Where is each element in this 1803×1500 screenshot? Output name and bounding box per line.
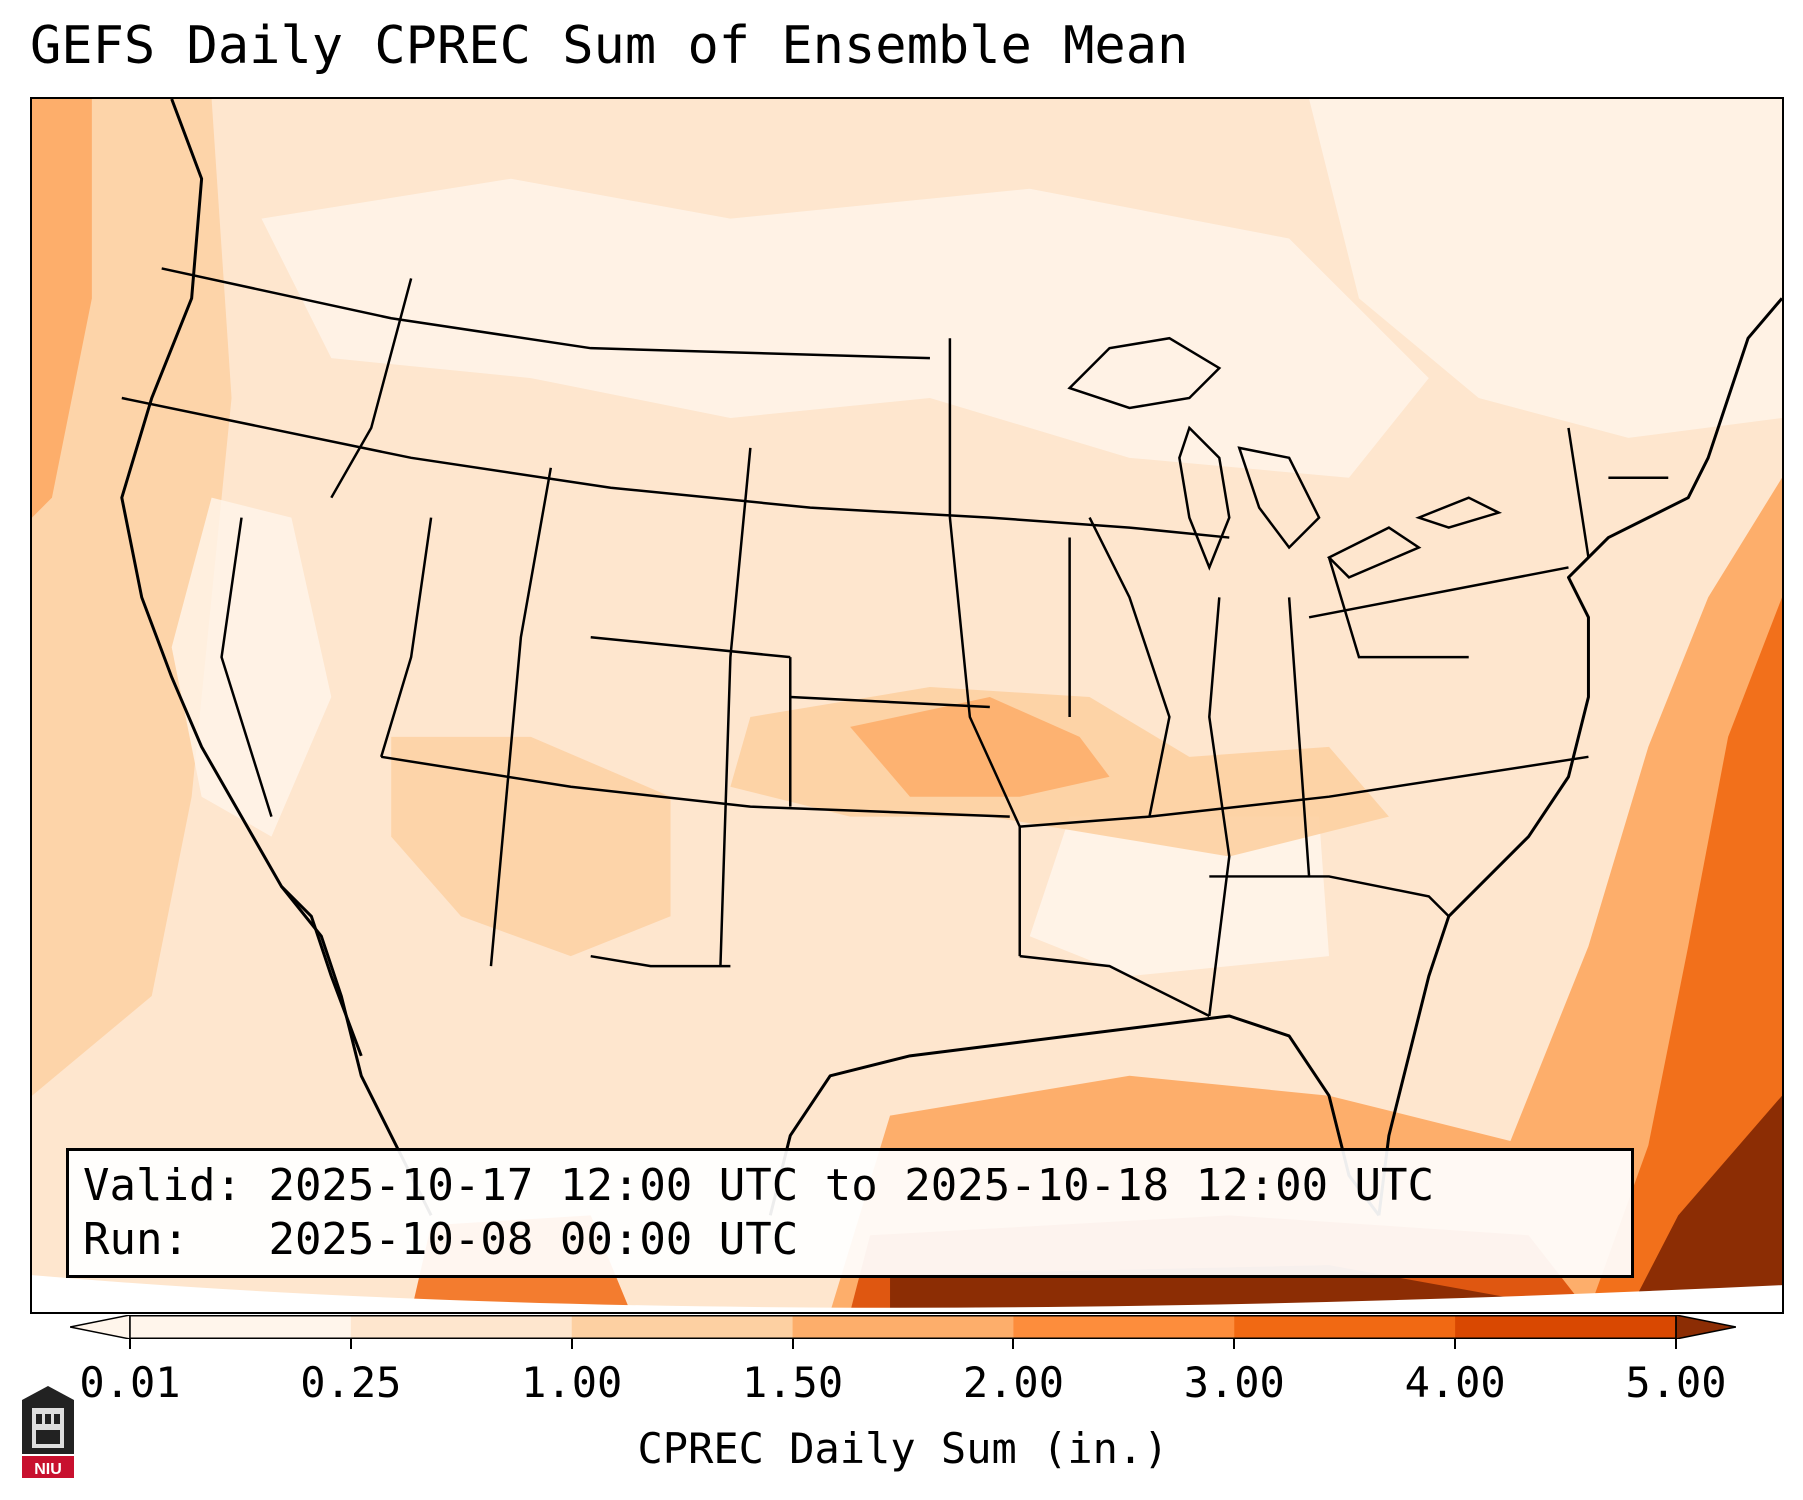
colorbar-tick-label: 4.00 (1404, 1358, 1506, 1407)
colorbar-tick-label: 3.00 (1183, 1358, 1285, 1407)
precip-atlantic-core (1588, 597, 1782, 1312)
coastlines (120, 99, 1782, 1217)
state-borders (121, 267, 1669, 1018)
colorbar-tick-mark (1012, 1339, 1015, 1349)
colorbar-segment (1234, 1315, 1456, 1339)
valid-value: 2025-10-17 12:00 UTC to 2025-10-18 12:00… (268, 1160, 1435, 1211)
colorbar-tick-label: 1.00 (521, 1358, 623, 1407)
colorbar-tick-mark (349, 1339, 352, 1349)
colorbar (70, 1315, 1736, 1339)
precip-northeast-light (1309, 99, 1782, 438)
colorbar-segment (1455, 1315, 1677, 1339)
colorbar-tick-label: 2.00 (962, 1358, 1064, 1407)
colorbar-tick-label: 0.25 (300, 1358, 402, 1407)
colorbar-extend-high (1675, 1315, 1736, 1339)
colorbar-tick-mark (791, 1339, 794, 1349)
colorbar-segment (571, 1315, 794, 1339)
precip-midwest-core (850, 697, 1110, 797)
colorbar-tick-label: 0.01 (79, 1358, 181, 1407)
projection-edge (32, 1275, 1782, 1312)
great-lakes (1067, 336, 1503, 579)
valid-line: Valid: 2025-10-17 12:00 UTC to 2025-10-1… (83, 1159, 1617, 1213)
colorbar-segment (1013, 1315, 1235, 1339)
map-canvas (32, 99, 1782, 1312)
precip-caribbean-core (1628, 1095, 1782, 1312)
colorbar-segment (130, 1315, 352, 1339)
precip-gulfcoast-light (1029, 816, 1330, 977)
precip-southwest-swath (391, 736, 671, 957)
colorbar-tick-mark (570, 1339, 573, 1349)
run-info-box: Valid: 2025-10-17 12:00 UTC to 2025-10-1… (66, 1148, 1634, 1278)
run-label: Run: (83, 1214, 189, 1265)
colorbar-extend-low (70, 1315, 131, 1339)
colorbar-tick-label: 5.00 (1625, 1358, 1727, 1407)
colorbar-segment (792, 1315, 1014, 1339)
colorbar-frame (129, 1315, 1677, 1339)
precip-pacific-core (32, 99, 92, 518)
precip-map[interactable] (30, 97, 1784, 1314)
run-value: 2025-10-08 00:00 UTC (268, 1214, 799, 1265)
colorbar-tick-label: 1.50 (741, 1358, 844, 1407)
valid-label: Valid: (83, 1160, 242, 1211)
colorbar-tick-mark (1675, 1339, 1677, 1349)
precip-california-light (171, 497, 332, 837)
page-title: GEFS Daily CPREC Sum of Ensemble Mean (30, 16, 1189, 76)
colorbar-tick-mark (129, 1339, 131, 1349)
run-line: Run: 2025-10-08 00:00 UTC (83, 1213, 1617, 1267)
logo-text: NIU (34, 1461, 62, 1478)
colorbar-label: CPREC Daily Sum (in.) (637, 1424, 1169, 1473)
colorbar-segment (350, 1315, 573, 1339)
niu-logo-icon: NIU (22, 1386, 74, 1478)
precip-north-light (261, 178, 1429, 478)
colorbar-tick-mark (1454, 1339, 1457, 1349)
colorbar-tick-mark (1233, 1339, 1236, 1349)
